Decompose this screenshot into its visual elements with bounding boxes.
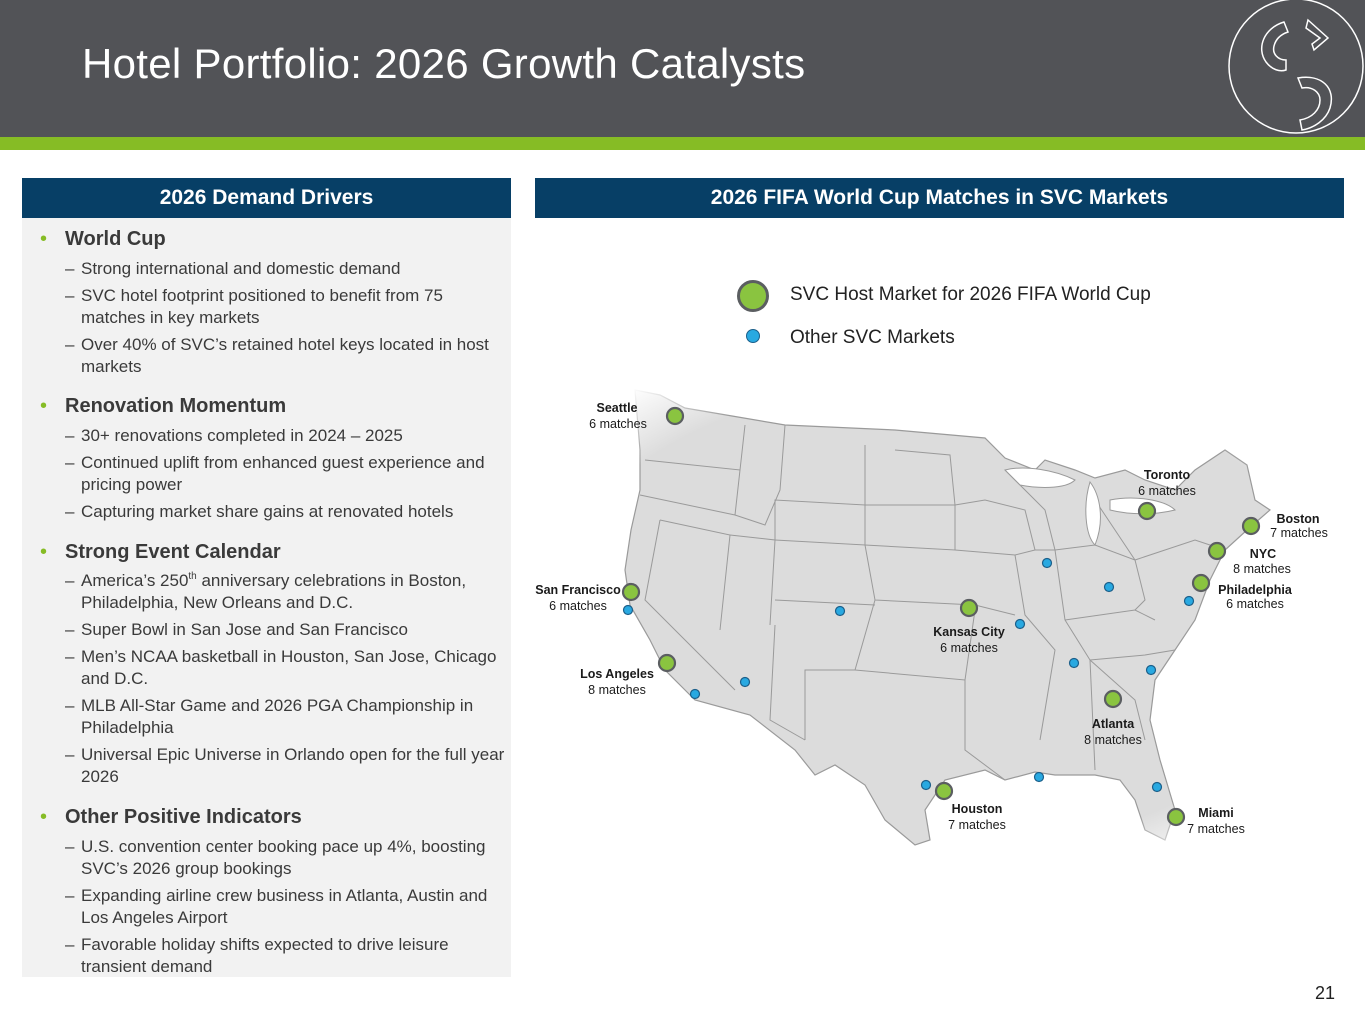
other-market-dot	[1183, 595, 1195, 607]
other-market-legend-icon	[746, 329, 760, 343]
host-market-dot-los-angeles	[657, 653, 677, 673]
city-label-los-angeles: Los Angeles	[580, 667, 654, 681]
other-market-dot	[622, 604, 634, 616]
city-matches-miami: 7 matches	[1187, 822, 1245, 836]
city-label-toronto: Toronto	[1144, 468, 1191, 482]
city-label-boston: Boston	[1276, 512, 1319, 526]
list-item: – SVC hotel footprint positioned to benef…	[65, 286, 443, 327]
list-item: –30+ renovations completed in 2024 – 202…	[65, 426, 403, 445]
city-label-miami: Miami	[1198, 806, 1233, 820]
bullet-icon: •	[40, 395, 48, 417]
host-market-dot-houston	[934, 781, 954, 801]
city-matches-seattle: 6 matches	[589, 417, 647, 431]
section-title-renovation: Renovation Momentum	[65, 395, 287, 417]
legend-other-label: Other SVC Markets	[790, 327, 955, 348]
other-market-dot	[1041, 557, 1053, 569]
list-item: – Universal Epic Universe in Orlando open…	[65, 745, 505, 786]
host-market-dot-toronto	[1137, 501, 1157, 521]
us-map: Seattle 6 matches San Francisco 6 matche…	[535, 370, 1345, 860]
section-title-event-calendar: Strong Event Calendar	[65, 541, 281, 563]
host-market-dot-seattle	[665, 406, 685, 426]
other-market-dot	[1145, 664, 1157, 676]
city-label-san-francisco: San Francisco	[535, 583, 621, 597]
host-market-legend-icon	[737, 280, 769, 312]
city-label-houston: Houston	[952, 802, 1003, 816]
other-market-dot	[1014, 618, 1026, 630]
city-label-kansas-city: Kansas City	[933, 625, 1005, 639]
city-matches-nyc: 8 matches	[1233, 562, 1291, 576]
other-market-dot	[689, 688, 701, 700]
other-market-dot	[1068, 657, 1080, 669]
host-market-dot-atlanta	[1103, 689, 1123, 709]
other-market-dot	[1103, 581, 1115, 593]
bullet-icon: •	[40, 541, 48, 563]
list-item: – Continued uplift from enhanced guest ex…	[65, 453, 485, 494]
host-market-dot-philadelphia	[1191, 573, 1211, 593]
list-item: – Over 40% of SVC’s retained hotel keys l…	[65, 335, 489, 376]
list-item: – MLB All-Star Game and 2026 PGA Champion…	[65, 696, 474, 737]
city-matches-philadelphia: 6 matches	[1226, 597, 1284, 611]
host-market-dot-nyc	[1207, 541, 1227, 561]
other-market-dot	[1033, 771, 1045, 783]
city-matches-san-francisco: 6 matches	[549, 599, 607, 613]
page-title: Hotel Portfolio: 2026 Growth Catalysts	[82, 40, 806, 87]
city-label-seattle: Seattle	[597, 401, 638, 415]
list-item: – Super Bowl in San Jose and San Francisc…	[65, 620, 408, 639]
list-item: – Expanding airline crew business in Atla…	[65, 886, 488, 927]
host-market-dot-kansas-city	[959, 598, 979, 618]
city-label-atlanta: Atlanta	[1092, 717, 1135, 731]
list-item: – Capturing market share gains at renovat…	[65, 502, 454, 521]
host-market-dot-boston	[1241, 516, 1261, 536]
city-label-nyc: NYC	[1250, 547, 1276, 561]
city-matches-houston: 7 matches	[948, 818, 1006, 832]
page-number: 21	[1315, 983, 1336, 1003]
city-matches-boston: 7 matches	[1270, 526, 1328, 540]
world-cup-heading: 2026 FIFA World Cup Matches in SVC Marke…	[535, 178, 1344, 218]
list-item: – Strong international and domestic deman…	[65, 259, 401, 278]
list-item: – Men’s NCAA basketball in Houston, San J…	[65, 647, 497, 688]
svc-logo-icon	[1228, 0, 1364, 134]
city-label-philadelphia: Philadelphia	[1218, 583, 1293, 597]
section-title-world-cup: World Cup	[65, 228, 166, 250]
bullet-icon: •	[40, 228, 48, 250]
list-item: – America’s 250th anniversary celebration…	[65, 571, 467, 612]
other-market-dot	[1151, 781, 1163, 793]
bullet-icon: •	[40, 806, 48, 828]
demand-drivers-panel: • World Cup – Strong international and do…	[22, 218, 511, 977]
other-market-dot	[834, 605, 846, 617]
city-matches-toronto: 6 matches	[1138, 484, 1196, 498]
host-market-dot-san-francisco	[621, 582, 641, 602]
legend-host-label: SVC Host Market for 2026 FIFA World Cup	[790, 284, 1151, 305]
city-matches-los-angeles: 8 matches	[588, 683, 646, 697]
demand-drivers-heading: 2026 Demand Drivers	[22, 178, 511, 218]
city-matches-kansas-city: 6 matches	[940, 641, 998, 655]
other-market-dot	[920, 779, 932, 791]
city-matches-atlanta: 8 matches	[1084, 733, 1142, 747]
other-market-dot	[739, 676, 751, 688]
header-bar	[0, 0, 1365, 137]
accent-bar	[0, 137, 1365, 150]
host-market-dot-miami	[1166, 807, 1186, 827]
list-item: – U.S. convention center booking pace up …	[65, 837, 486, 878]
section-title-other-indicators: Other Positive Indicators	[65, 806, 302, 828]
list-item: – Favorable holiday shifts expected to dr…	[65, 935, 449, 976]
